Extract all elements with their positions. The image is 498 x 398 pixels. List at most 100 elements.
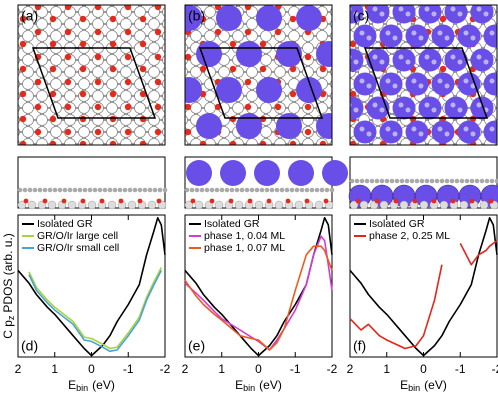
carbon: [264, 187, 270, 193]
carbon: [244, 187, 250, 193]
panel-label: (a): [21, 8, 38, 24]
carbon: [324, 187, 330, 193]
adsorbate: [196, 41, 222, 67]
carbon: [194, 187, 200, 193]
carbon: [229, 187, 235, 193]
x-tick-label: 1: [218, 362, 225, 376]
iridium: [87, 200, 97, 210]
oxygen: [469, 198, 475, 204]
adsorbate-spot: [444, 83, 450, 89]
adsorbate: [236, 41, 262, 67]
chart: 2 1 0 -1 -2 Ebin (eV) C pz PDOS (arb. u.) Isolate…: [1, 214, 171, 393]
legend-label: Isolated GR: [369, 218, 425, 230]
carbon: [184, 187, 190, 193]
structure-panels: (a) (b) (c): [17, 4, 498, 210]
carbon: [374, 178, 380, 184]
adsorbate: [366, 48, 390, 72]
adsorbate-spot: [353, 107, 359, 113]
adsorbate-spot: [431, 11, 437, 17]
structure-panel: (a): [17, 4, 168, 210]
iridium: [127, 200, 137, 210]
adsorbate: [405, 120, 429, 144]
iridium: [107, 200, 117, 210]
oxygen: [247, 198, 253, 204]
adsorbate: [216, 77, 242, 103]
adsorbate-spot: [372, 102, 378, 108]
carbon: [127, 187, 133, 193]
carbon: [399, 178, 405, 184]
carbon: [224, 187, 230, 193]
adsorbate-spot: [372, 6, 378, 12]
adsorbate-spot: [372, 54, 378, 60]
iridium: [147, 200, 157, 210]
plot-frame: [17, 214, 166, 358]
adsorbate: [483, 72, 497, 96]
x-axis-label: Ebin (eV): [400, 378, 447, 393]
carbon: [314, 187, 320, 193]
x-tick-label: -1: [455, 362, 466, 376]
legend-label: phase 1, 0.04 ML: [204, 230, 285, 242]
carbon: [279, 187, 285, 193]
adsorbate-spot: [359, 78, 365, 84]
carbon: [107, 187, 113, 193]
carbon: [122, 187, 128, 193]
legend-label: phase 2, 0.25 ML: [369, 230, 450, 242]
iridium: [459, 200, 469, 210]
carbon: [92, 187, 98, 193]
series-line: [17, 217, 166, 357]
carbon: [52, 187, 58, 193]
side-view: [184, 156, 348, 210]
iridium: [314, 200, 324, 210]
carbon: [132, 187, 138, 193]
adsorbate-spot: [366, 35, 372, 41]
oxygen: [118, 198, 124, 204]
adsorbate: [418, 48, 442, 72]
x-tick-label: 2: [182, 362, 189, 376]
x-label-subscript: bin: [243, 383, 255, 393]
carbon: [67, 187, 73, 193]
oxygen: [137, 198, 143, 204]
iridium: [379, 200, 389, 210]
adsorbate-spot: [353, 59, 359, 65]
carbon: [464, 178, 470, 184]
iridium: [184, 200, 194, 210]
carbon: [62, 187, 68, 193]
adsorbate-spot: [359, 30, 365, 36]
carbon: [259, 187, 265, 193]
adsorbate-spot: [424, 54, 430, 60]
adsorbate: [470, 5, 494, 24]
adsorbate-spot: [489, 30, 495, 36]
unit-cell: [363, 47, 489, 119]
x-axis-label: Ebin (eV): [68, 378, 115, 393]
carbon: [102, 187, 108, 193]
carbon: [319, 187, 325, 193]
oxygen: [80, 198, 86, 204]
carbon: [384, 178, 390, 184]
oxygen: [450, 198, 456, 204]
x-tick-label: 1: [383, 362, 390, 376]
carbon: [274, 187, 280, 193]
adsorbate-spot: [392, 35, 398, 41]
oxygen: [304, 198, 310, 204]
adsorbate-spot: [366, 131, 372, 137]
x-tick-label: 0: [255, 362, 262, 376]
carbon: [484, 178, 490, 184]
adsorbate: [185, 77, 202, 103]
series-line: [349, 217, 498, 357]
adsorbate-spot: [353, 11, 359, 17]
adsorbate: [220, 160, 246, 186]
adsorbate-spot: [476, 54, 482, 60]
carbon: [444, 178, 450, 184]
adsorbate-spot: [489, 126, 495, 132]
carbon: [409, 178, 415, 184]
adsorbate-spot: [450, 54, 456, 60]
adsorbate-spot: [350, 6, 352, 12]
carbon: [254, 187, 260, 193]
series-line: [28, 267, 163, 350]
adsorbate-spot: [385, 126, 391, 132]
carbon: [249, 187, 255, 193]
x-label-symbol: E: [400, 378, 408, 392]
oxygen: [190, 198, 196, 204]
panel-frame: [184, 4, 333, 146]
x-tick-label: -2: [327, 362, 338, 376]
